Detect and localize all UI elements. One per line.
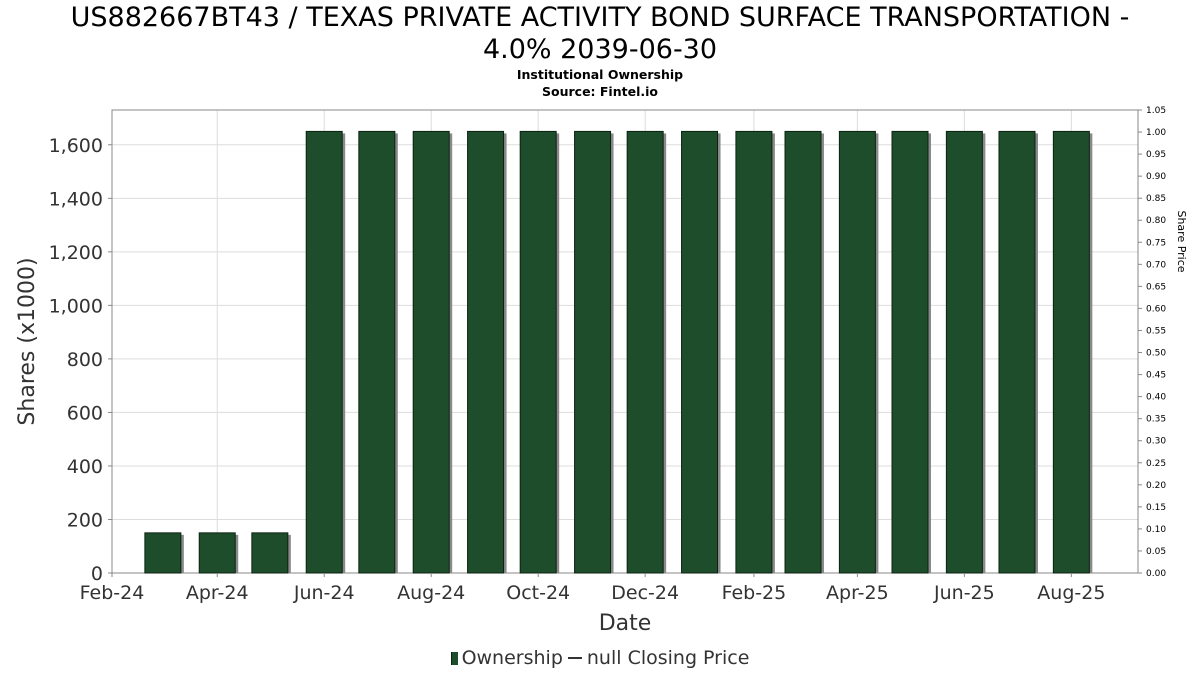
legend-ownership-swatch xyxy=(450,652,458,665)
y-tick-label: 1,600 xyxy=(49,135,103,157)
y-axis-right: 0.00 0.05 0.10 0.15 0.20 0.25 0.30 0.35 0.40 0.45… xyxy=(1138,106,1166,579)
x-tick-label: Aug-25 xyxy=(1037,582,1105,604)
chart-source: Source: Fintel.io xyxy=(542,84,658,99)
bar xyxy=(574,130,612,574)
y-tick-label: 800 xyxy=(67,349,103,371)
bar xyxy=(891,130,929,574)
legend-closing-price-label: null Closing Price xyxy=(586,647,750,669)
bar-series-ownership xyxy=(144,130,1093,574)
y2-tick-label: 0.50 xyxy=(1146,349,1166,359)
y-axis-right-label: Share Price xyxy=(1175,210,1188,272)
y-axis-label: Shares (x1000) xyxy=(15,257,40,425)
x-tick-label: Dec-24 xyxy=(611,582,679,604)
y2-tick-label: 0.75 xyxy=(1146,238,1166,248)
y2-tick-label: 0.90 xyxy=(1146,172,1166,182)
legend-ownership-label: Ownership xyxy=(461,647,563,669)
x-tick-label: Aug-24 xyxy=(397,582,465,604)
y2-tick-label: 0.55 xyxy=(1146,326,1166,336)
x-tick-label: Feb-24 xyxy=(80,582,145,604)
y2-tick-label: 0.95 xyxy=(1146,150,1166,160)
x-tick-label: Jun-24 xyxy=(293,582,355,604)
bar xyxy=(945,130,983,574)
y2-tick-label: 0.25 xyxy=(1146,459,1166,469)
x-axis: Feb-24 Apr-24 Jun-24 Aug-24 Oct-24 Dec-24 Feb-… xyxy=(80,573,1105,604)
y2-tick-label: 0.85 xyxy=(1146,194,1166,204)
bar xyxy=(358,130,396,574)
bar xyxy=(251,532,289,574)
bar xyxy=(735,130,773,574)
y-tick-label: 1,200 xyxy=(49,242,103,264)
y2-tick-label: 0.40 xyxy=(1146,393,1166,403)
bar xyxy=(467,130,505,574)
y2-tick-label: 0.20 xyxy=(1146,481,1166,491)
y-axis-left: 0 200 400 600 800 1,000 1,200 1,400 1,600 xyxy=(49,135,112,585)
bar xyxy=(144,532,182,574)
chart-title-line-2: 4.0% 2039-06-30 xyxy=(482,34,718,65)
y2-tick-label: 0.30 xyxy=(1146,437,1166,447)
y-tick-label: 0 xyxy=(91,563,103,585)
x-tick-label: Jun-25 xyxy=(933,582,995,604)
legend-closing-price-line xyxy=(567,657,582,659)
x-axis-label: Date xyxy=(599,611,652,636)
x-tick-label: Apr-24 xyxy=(186,582,249,604)
y-tick-label: 1,000 xyxy=(49,295,103,317)
chart-subtitle: Institutional Ownership xyxy=(516,67,684,82)
bar xyxy=(681,130,719,574)
y2-tick-label: 0.00 xyxy=(1146,569,1166,579)
y2-tick-label: 1.05 xyxy=(1146,106,1166,116)
bar xyxy=(998,130,1036,574)
y2-tick-label: 0.45 xyxy=(1146,371,1166,381)
bar xyxy=(626,130,664,574)
y-tick-label: 200 xyxy=(67,509,103,531)
y2-tick-label: 1.00 xyxy=(1146,128,1166,138)
y2-tick-label: 0.70 xyxy=(1146,260,1166,270)
y2-tick-label: 0.15 xyxy=(1146,503,1166,513)
y-tick-label: 1,400 xyxy=(49,188,103,210)
chart-title-line-1: US882667BT43 / TEXAS PRIVATE ACTIVITY BO… xyxy=(70,2,1130,33)
y-tick-label: 600 xyxy=(67,402,103,424)
y-tick-label: 400 xyxy=(67,456,103,478)
y2-tick-label: 0.10 xyxy=(1146,525,1166,535)
chart-title: US882667BT43 / TEXAS PRIVATE ACTIVITY BO… xyxy=(0,2,1200,66)
bar xyxy=(838,130,876,574)
x-tick-label: Apr-25 xyxy=(826,582,889,604)
y2-tick-label: 0.80 xyxy=(1146,216,1166,226)
legend: Ownership null Closing Price xyxy=(0,647,1200,669)
y2-tick-label: 0.35 xyxy=(1146,415,1166,425)
bar xyxy=(784,130,822,574)
y2-tick-label: 0.05 xyxy=(1146,547,1166,557)
plot-area xyxy=(111,109,1139,574)
bar xyxy=(305,130,343,574)
x-tick-label: Oct-24 xyxy=(506,582,570,604)
bar xyxy=(519,130,557,574)
bar xyxy=(412,130,450,574)
y2-tick-label: 0.60 xyxy=(1146,304,1166,314)
y2-tick-label: 0.65 xyxy=(1146,282,1166,292)
bar xyxy=(198,532,236,574)
x-tick-label: Feb-25 xyxy=(722,582,787,604)
bar xyxy=(1052,130,1090,574)
